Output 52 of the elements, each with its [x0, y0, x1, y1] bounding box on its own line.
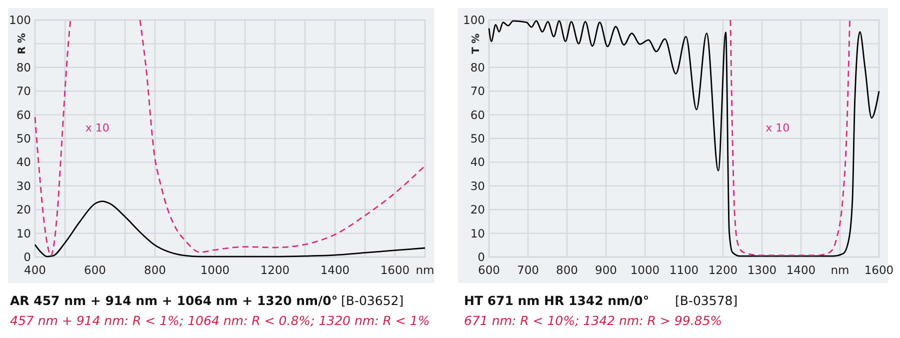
x-tick-label: 600	[84, 263, 106, 277]
y-tick-label: 80	[16, 60, 31, 74]
x-tick-label: 900	[595, 263, 617, 277]
annotation: x 10	[766, 121, 790, 134]
y-tick-label: 0	[478, 250, 485, 264]
text: 671 nm: R < 10%; 1342 nm: R > 99.85%	[464, 313, 722, 328]
y-tick-label: 100	[463, 13, 485, 27]
text: AR 457 nm + 914 nm + 1064 nm + 1320 nm/0°	[10, 293, 338, 308]
y-tick-label: 40	[470, 155, 485, 170]
y-axis-title: T %	[471, 34, 482, 54]
y-tick-label: 10	[16, 226, 31, 240]
line-series	[730, 19, 850, 256]
y-tick-label: 60	[16, 108, 31, 122]
y-tick-label: 20	[470, 202, 485, 217]
y-tick-label: 30	[16, 178, 31, 193]
x-tick-label: 1600	[380, 263, 410, 277]
x-tick-label: 1400	[320, 263, 350, 277]
x-tick-label: 800	[556, 263, 578, 277]
y-tick-label: 60	[470, 108, 485, 122]
text: 457 nm + 914 nm: R < 1%; 1064 nm: R < 0.8%; 1320 nm: R < 1%	[10, 313, 430, 328]
line-series	[34, 200, 426, 258]
y-tick-label: 50	[16, 132, 31, 146]
x-tick-label: nm	[830, 263, 850, 277]
y-tick-label: 10	[470, 226, 485, 240]
y-tick-label: 80	[470, 60, 485, 74]
line-series	[488, 20, 880, 257]
x-tick-label: 1100	[669, 263, 699, 277]
y-tick-label: 40	[16, 155, 31, 170]
y-axis-title: R %	[17, 33, 28, 54]
y-tick-label: 70	[16, 84, 31, 98]
x-tick-label: 1200	[260, 263, 290, 277]
text: [B-03652]	[341, 293, 404, 308]
y-tick-label: 30	[470, 178, 485, 193]
x-tick-label: 1600	[864, 263, 894, 277]
y-tick-label: 70	[470, 84, 485, 98]
text: [B-03578]	[675, 293, 738, 308]
y-tick-label: 20	[16, 202, 31, 217]
x-tick-label: 1000	[200, 263, 230, 277]
text: HT 671 nm HR 1342 nm/0°	[464, 293, 650, 308]
y-tick-label: 0	[24, 250, 31, 264]
y-tick-label: 50	[470, 132, 485, 146]
x-tick-label: 1000	[630, 263, 660, 277]
y-tick-label: 100	[9, 13, 31, 27]
x-tick-label: 1200	[708, 263, 738, 277]
x-tick-label: 600	[478, 263, 500, 277]
x-tick-label: 1400	[786, 263, 816, 277]
annotation: x 10	[85, 121, 110, 134]
x-tick-label: nm	[416, 263, 434, 277]
x-tick-label: 1300	[747, 263, 777, 277]
x-tick-label: 400	[24, 263, 46, 277]
x-tick-label: 700	[517, 263, 539, 277]
x-tick-label: 800	[144, 263, 166, 277]
